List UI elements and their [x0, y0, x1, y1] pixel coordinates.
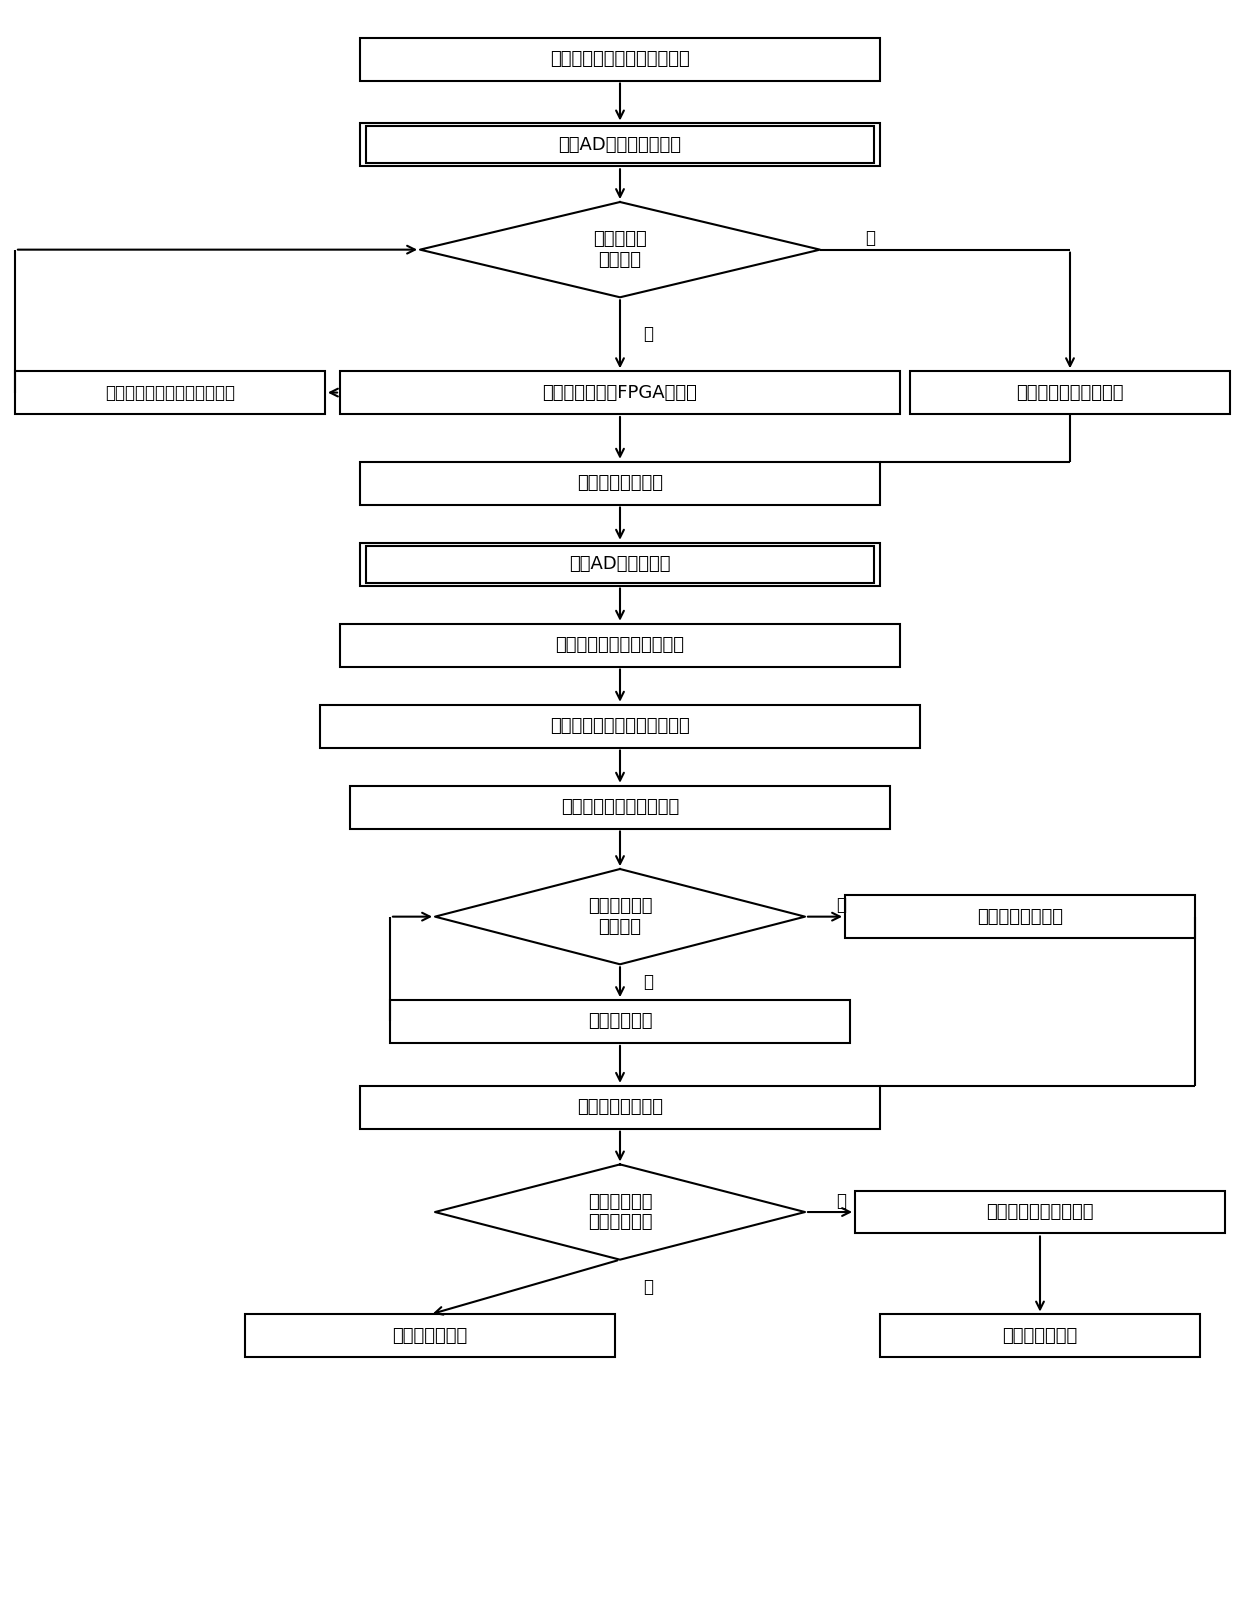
Text: 载入软件程序连接时钟及信号: 载入软件程序连接时钟及信号 — [551, 50, 689, 68]
Bar — [360, 1085, 880, 1129]
Bar — [360, 543, 880, 585]
Text: 计算数据的幅度值并调整参数: 计算数据的幅度值并调整参数 — [551, 716, 689, 736]
Bar — [350, 786, 890, 828]
Bar — [910, 372, 1230, 414]
Text: 否: 否 — [644, 325, 653, 343]
Text: 控制AD处于工作态: 控制AD处于工作态 — [569, 555, 671, 572]
Bar — [366, 126, 874, 163]
Bar — [340, 372, 900, 414]
Bar — [320, 705, 920, 747]
Bar — [340, 624, 900, 666]
Text: 延迟值是否
轮循完毕: 延迟值是否 轮循完毕 — [593, 230, 647, 268]
Text: 检查存储器的读写故障: 检查存储器的读写故障 — [986, 1203, 1094, 1221]
Text: 将参数写入存储器: 将参数写入存储器 — [977, 907, 1063, 925]
Text: 回读存储器内参数: 回读存储器内参数 — [577, 1098, 663, 1116]
Text: 手动调整参数: 手动调整参数 — [588, 1012, 652, 1030]
Text: 否: 否 — [644, 973, 653, 991]
Text: 记录数据判断其是否准确稳定: 记录数据判断其是否准确稳定 — [105, 383, 236, 401]
Text: 下发数据延迟参数: 下发数据延迟参数 — [577, 474, 663, 492]
Text: 计算数据的均值并调整参数: 计算数据的均值并调整参数 — [556, 635, 684, 655]
Text: 否: 否 — [836, 1192, 846, 1210]
Text: 是: 是 — [644, 1277, 653, 1297]
Text: 维修子卡或载板: 维修子卡或载板 — [1002, 1328, 1078, 1345]
Bar — [246, 1315, 615, 1357]
Text: 计算最优数据延迟参数: 计算最优数据延迟参数 — [1017, 383, 1123, 401]
Text: 观测计算结果
是否达标: 观测计算结果 是否达标 — [588, 897, 652, 936]
Bar — [360, 37, 880, 81]
Text: 是: 是 — [866, 230, 875, 247]
Bar — [360, 123, 880, 167]
Text: 将延迟值配置入FPGA芯片中: 将延迟值配置入FPGA芯片中 — [543, 383, 697, 401]
Bar — [366, 545, 874, 582]
Text: 自动化配置结束: 自动化配置结束 — [392, 1328, 467, 1345]
Bar — [880, 1315, 1200, 1357]
Text: 是: 是 — [836, 896, 846, 914]
Text: 校验存储器内
参数是否正确: 校验存储器内 参数是否正确 — [588, 1193, 652, 1232]
Bar — [391, 999, 849, 1043]
Bar — [856, 1190, 1225, 1234]
Text: 控制AD芯片处于测试态: 控制AD芯片处于测试态 — [558, 136, 682, 154]
Text: 计算数据之间的相对延迟: 计算数据之间的相对延迟 — [560, 799, 680, 817]
Bar — [360, 462, 880, 505]
Bar — [844, 896, 1195, 938]
Bar — [15, 372, 325, 414]
